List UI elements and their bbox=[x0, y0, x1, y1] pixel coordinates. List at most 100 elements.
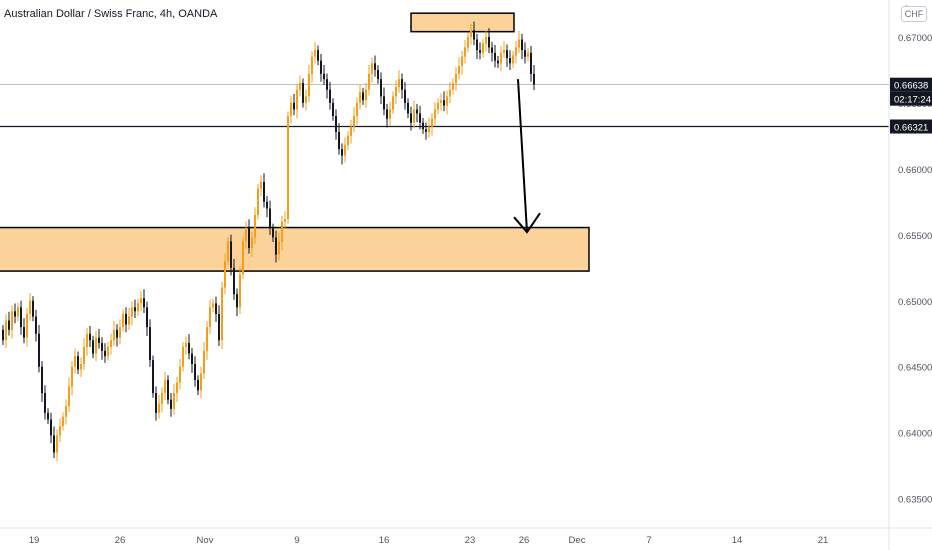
candle-body bbox=[437, 102, 439, 110]
candle-body bbox=[446, 96, 448, 106]
candle-body bbox=[362, 92, 364, 101]
candle-body bbox=[152, 360, 154, 394]
candle-body bbox=[461, 56, 463, 66]
candle-body bbox=[71, 366, 73, 387]
candle-body bbox=[158, 403, 160, 413]
candle-body bbox=[338, 131, 340, 150]
candle-body bbox=[32, 300, 34, 317]
candle-body bbox=[35, 316, 37, 334]
candle-body bbox=[11, 311, 13, 330]
candle-body bbox=[392, 96, 394, 110]
candle-body bbox=[194, 364, 196, 380]
candle-body bbox=[161, 393, 163, 404]
candle-body bbox=[140, 298, 142, 304]
candle-body bbox=[476, 39, 478, 51]
candle-body bbox=[260, 182, 262, 189]
arrow-head bbox=[513, 212, 541, 234]
currency-button[interactable]: CHF bbox=[901, 6, 927, 22]
candle-body bbox=[92, 340, 94, 354]
candle-body bbox=[407, 102, 409, 114]
candle-body bbox=[128, 316, 130, 325]
candle-body bbox=[248, 228, 250, 248]
candle-body bbox=[233, 267, 235, 295]
candle-body bbox=[236, 294, 238, 308]
candle-body bbox=[59, 426, 61, 436]
lines-layer bbox=[0, 84, 889, 128]
time-tick-label: 26 bbox=[115, 535, 126, 546]
candle-body bbox=[440, 100, 442, 103]
candle-body bbox=[56, 435, 58, 453]
candle-body bbox=[359, 92, 361, 103]
candle-body bbox=[266, 201, 268, 209]
candle-body bbox=[434, 109, 436, 119]
candle-body bbox=[518, 39, 520, 48]
candle-body bbox=[74, 356, 76, 367]
price-tick-label: 0.65000 bbox=[898, 297, 932, 308]
candle-body bbox=[299, 83, 301, 90]
candle-body bbox=[116, 329, 118, 338]
candle-body bbox=[497, 60, 499, 64]
candle-body bbox=[488, 36, 490, 48]
candle-body bbox=[356, 102, 358, 117]
candle-body bbox=[29, 300, 31, 314]
candle-body bbox=[311, 56, 313, 74]
candle-body bbox=[221, 287, 223, 341]
candle-body bbox=[227, 241, 229, 262]
chart-title: Australian Dollar / Swiss Franc, 4h, OAN… bbox=[4, 8, 218, 20]
candle-body bbox=[389, 109, 391, 119]
candle-body bbox=[404, 89, 406, 103]
candle-body bbox=[125, 313, 127, 325]
candle-body bbox=[65, 406, 67, 417]
candle-body bbox=[77, 356, 79, 370]
candle-body bbox=[287, 116, 289, 219]
candle-body bbox=[185, 342, 187, 347]
candle-body bbox=[509, 58, 511, 64]
price-axis[interactable]: 0.670000.665000.660000.655000.650000.645… bbox=[888, 0, 932, 550]
candle-body bbox=[263, 182, 265, 202]
candle-body bbox=[332, 102, 334, 117]
candle-body bbox=[365, 89, 367, 101]
candle-body bbox=[107, 346, 109, 357]
candle-body bbox=[308, 73, 310, 97]
candle-body bbox=[2, 329, 4, 341]
candle-body bbox=[533, 73, 535, 85]
time-tick-label: Nov bbox=[197, 535, 214, 546]
candle-body bbox=[176, 382, 178, 394]
candle-body bbox=[218, 313, 220, 341]
candle-body bbox=[368, 73, 370, 90]
candle-body bbox=[137, 303, 139, 312]
candle-body bbox=[41, 366, 43, 394]
price-tick-label: 0.66000 bbox=[898, 165, 932, 176]
candle-body bbox=[98, 337, 100, 343]
time-tick-label: Dec bbox=[569, 535, 586, 546]
candle-body bbox=[23, 327, 25, 338]
candle-body bbox=[485, 36, 487, 44]
candle-body bbox=[251, 237, 253, 248]
candle-body bbox=[374, 63, 376, 70]
candle-body bbox=[350, 126, 352, 136]
candle-body bbox=[182, 346, 184, 367]
candle-body bbox=[314, 50, 316, 57]
candle-body bbox=[320, 60, 322, 74]
candle-body bbox=[530, 52, 532, 74]
candle-body bbox=[326, 79, 328, 90]
time-axis[interactable]: 19 26 Nov 9 16 23 26 Dec 7 14 21 bbox=[0, 527, 932, 546]
candle-body bbox=[443, 100, 445, 106]
candle-body bbox=[527, 52, 529, 57]
candle-body bbox=[353, 116, 355, 127]
candle-body bbox=[371, 63, 373, 74]
candle-body bbox=[8, 320, 10, 330]
candle-body bbox=[170, 399, 172, 409]
candle-body bbox=[302, 83, 304, 103]
candle-body bbox=[209, 307, 211, 328]
price-tick-label: 0.65500 bbox=[898, 231, 932, 242]
candle-body bbox=[53, 435, 55, 453]
time-tick-label: 26 bbox=[519, 535, 530, 546]
candle-body bbox=[68, 386, 70, 407]
arrow-shaft bbox=[517, 79, 528, 233]
candle-body bbox=[167, 379, 169, 400]
candle-body bbox=[464, 47, 466, 57]
candle-body bbox=[410, 113, 412, 123]
time-tick-label: 23 bbox=[465, 535, 476, 546]
